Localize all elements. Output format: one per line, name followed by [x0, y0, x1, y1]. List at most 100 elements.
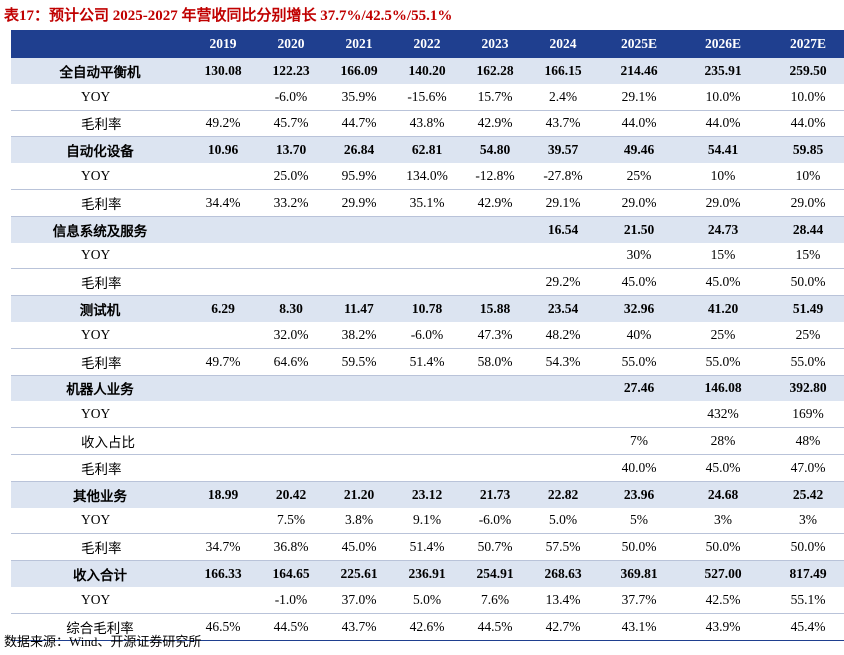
- value-cell: [189, 163, 257, 190]
- segment-row: 全自动平衡机 130.08 122.23 166.09 140.20 162.28 166.…: [11, 56, 844, 84]
- value-cell: 50.0%: [681, 533, 765, 562]
- value-cell: 41.20: [681, 295, 765, 322]
- value-cell: 50.0%: [597, 533, 681, 562]
- row-label: 综合毛利率: [11, 613, 189, 641]
- value-cell: 15.7%: [461, 83, 529, 111]
- value-cell: 25%: [597, 163, 681, 190]
- value-cell: 58.0%: [461, 348, 529, 376]
- value-cell: 15%: [681, 242, 765, 270]
- value-cell: [257, 374, 325, 402]
- value-cell: 146.08: [681, 374, 765, 402]
- value-cell: 42.7%: [529, 613, 597, 641]
- value-cell: 40.0%: [597, 454, 681, 482]
- value-cell: [461, 215, 529, 243]
- header-row: 2019 2020 2021 2022 2023 2024 2025E 2026…: [11, 30, 844, 58]
- value-cell: 45.0%: [681, 454, 765, 482]
- table-body: 全自动平衡机 130.08 122.23 166.09 140.20 162.28 166.…: [11, 56, 844, 641]
- header-cell: 2021: [325, 30, 393, 58]
- value-cell: 43.1%: [597, 613, 681, 641]
- value-cell: 59.5%: [325, 348, 393, 376]
- value-cell: 36.8%: [257, 533, 325, 562]
- value-cell: [393, 374, 461, 402]
- value-cell: [257, 401, 325, 429]
- value-cell: [257, 242, 325, 270]
- value-cell: 47.3%: [461, 321, 529, 349]
- value-cell: -6.0%: [393, 321, 461, 349]
- value-cell: 3%: [681, 507, 765, 535]
- value-cell: [461, 374, 529, 402]
- metric-row: 毛利率 49.2% 45.7% 44.7% 43.8% 42.9% 43.7% 44.0% 44…: [11, 110, 844, 138]
- value-cell: 7.5%: [257, 507, 325, 535]
- value-cell: [189, 242, 257, 270]
- value-cell: [325, 268, 393, 297]
- value-cell: 25.42: [765, 480, 844, 508]
- value-cell: 32.0%: [257, 321, 325, 349]
- value-cell: 44.7%: [325, 110, 393, 138]
- metric-row: 毛利率 29.2% 45.0% 45.0% 50.0%: [11, 268, 844, 297]
- row-label: YOY: [11, 83, 189, 111]
- value-cell: 21.50: [597, 215, 681, 243]
- value-cell: 122.23: [257, 56, 325, 84]
- value-cell: 37.0%: [325, 586, 393, 614]
- value-cell: 169%: [765, 401, 844, 429]
- value-cell: [529, 454, 597, 482]
- header-cell: 2019: [189, 30, 257, 58]
- value-cell: 23.54: [529, 295, 597, 322]
- value-cell: [461, 427, 529, 455]
- value-cell: [529, 427, 597, 455]
- value-cell: 9.1%: [393, 507, 461, 535]
- value-cell: [257, 427, 325, 455]
- header-cell: [11, 30, 189, 58]
- metric-row: 收入占比 7% 28% 48%: [11, 427, 844, 455]
- value-cell: 6.29: [189, 295, 257, 322]
- value-cell: 45.0%: [597, 268, 681, 297]
- row-label: 信息系统及服务: [11, 215, 189, 243]
- value-cell: 95.9%: [325, 163, 393, 190]
- metric-row: 毛利率 34.4% 33.2% 29.9% 35.1% 42.9% 29.1% 29.0% 29…: [11, 189, 844, 217]
- value-cell: [189, 321, 257, 349]
- value-cell: 29.1%: [597, 83, 681, 111]
- row-label: 收入合计: [11, 560, 189, 587]
- value-cell: 15.88: [461, 295, 529, 322]
- row-label: 收入占比: [11, 427, 189, 455]
- value-cell: 44.0%: [597, 110, 681, 138]
- value-cell: 49.7%: [189, 348, 257, 376]
- row-label: 自动化设备: [11, 136, 189, 164]
- value-cell: 64.6%: [257, 348, 325, 376]
- value-cell: 50.7%: [461, 533, 529, 562]
- value-cell: 57.5%: [529, 533, 597, 562]
- value-cell: 51.4%: [393, 348, 461, 376]
- revenue-forecast-table: 2019 2020 2021 2022 2023 2024 2025E 2026…: [11, 30, 844, 641]
- value-cell: 13.4%: [529, 586, 597, 614]
- value-cell: 54.41: [681, 136, 765, 164]
- value-cell: 28.44: [765, 215, 844, 243]
- value-cell: 259.50: [765, 56, 844, 84]
- value-cell: 42.6%: [393, 613, 461, 641]
- row-label: YOY: [11, 401, 189, 429]
- value-cell: 51.4%: [393, 533, 461, 562]
- value-cell: [189, 374, 257, 402]
- value-cell: 25%: [681, 321, 765, 349]
- value-cell: 8.30: [257, 295, 325, 322]
- value-cell: 42.9%: [461, 189, 529, 217]
- value-cell: -6.0%: [257, 83, 325, 111]
- value-cell: 35.9%: [325, 83, 393, 111]
- value-cell: 817.49: [765, 560, 844, 587]
- value-cell: [393, 427, 461, 455]
- value-cell: 21.20: [325, 480, 393, 508]
- value-cell: 369.81: [597, 560, 681, 587]
- value-cell: 51.49: [765, 295, 844, 322]
- value-cell: 23.12: [393, 480, 461, 508]
- value-cell: [393, 454, 461, 482]
- row-label: YOY: [11, 321, 189, 349]
- value-cell: 166.15: [529, 56, 597, 84]
- value-cell: 29.2%: [529, 268, 597, 297]
- value-cell: 3.8%: [325, 507, 393, 535]
- value-cell: [325, 427, 393, 455]
- value-cell: 7%: [597, 427, 681, 455]
- value-cell: 164.65: [257, 560, 325, 587]
- value-cell: 11.47: [325, 295, 393, 322]
- value-cell: 47.0%: [765, 454, 844, 482]
- value-cell: [393, 215, 461, 243]
- value-cell: [325, 242, 393, 270]
